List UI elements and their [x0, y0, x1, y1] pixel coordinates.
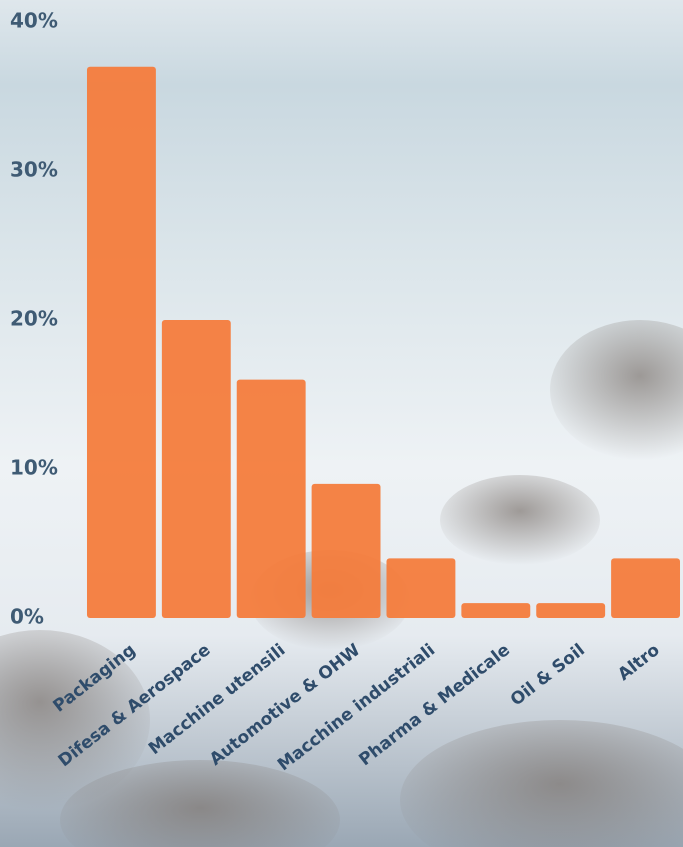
bar: [611, 558, 681, 618]
rock: [60, 760, 340, 847]
rock: [440, 475, 600, 565]
y-tick-label: 20%: [10, 307, 58, 331]
rock: [400, 720, 683, 847]
bar: [86, 66, 156, 618]
rock: [550, 320, 683, 460]
y-tick-label: 10%: [10, 456, 58, 480]
bar: [311, 483, 381, 618]
bar: [236, 379, 306, 618]
y-tick-label: 40%: [10, 9, 58, 33]
bar: [536, 603, 606, 618]
bar: [386, 558, 456, 618]
bar: [461, 603, 531, 618]
y-tick-label: 30%: [10, 158, 58, 182]
bar: [161, 320, 231, 618]
rock: [0, 630, 150, 810]
y-tick-label: 0%: [10, 605, 44, 629]
